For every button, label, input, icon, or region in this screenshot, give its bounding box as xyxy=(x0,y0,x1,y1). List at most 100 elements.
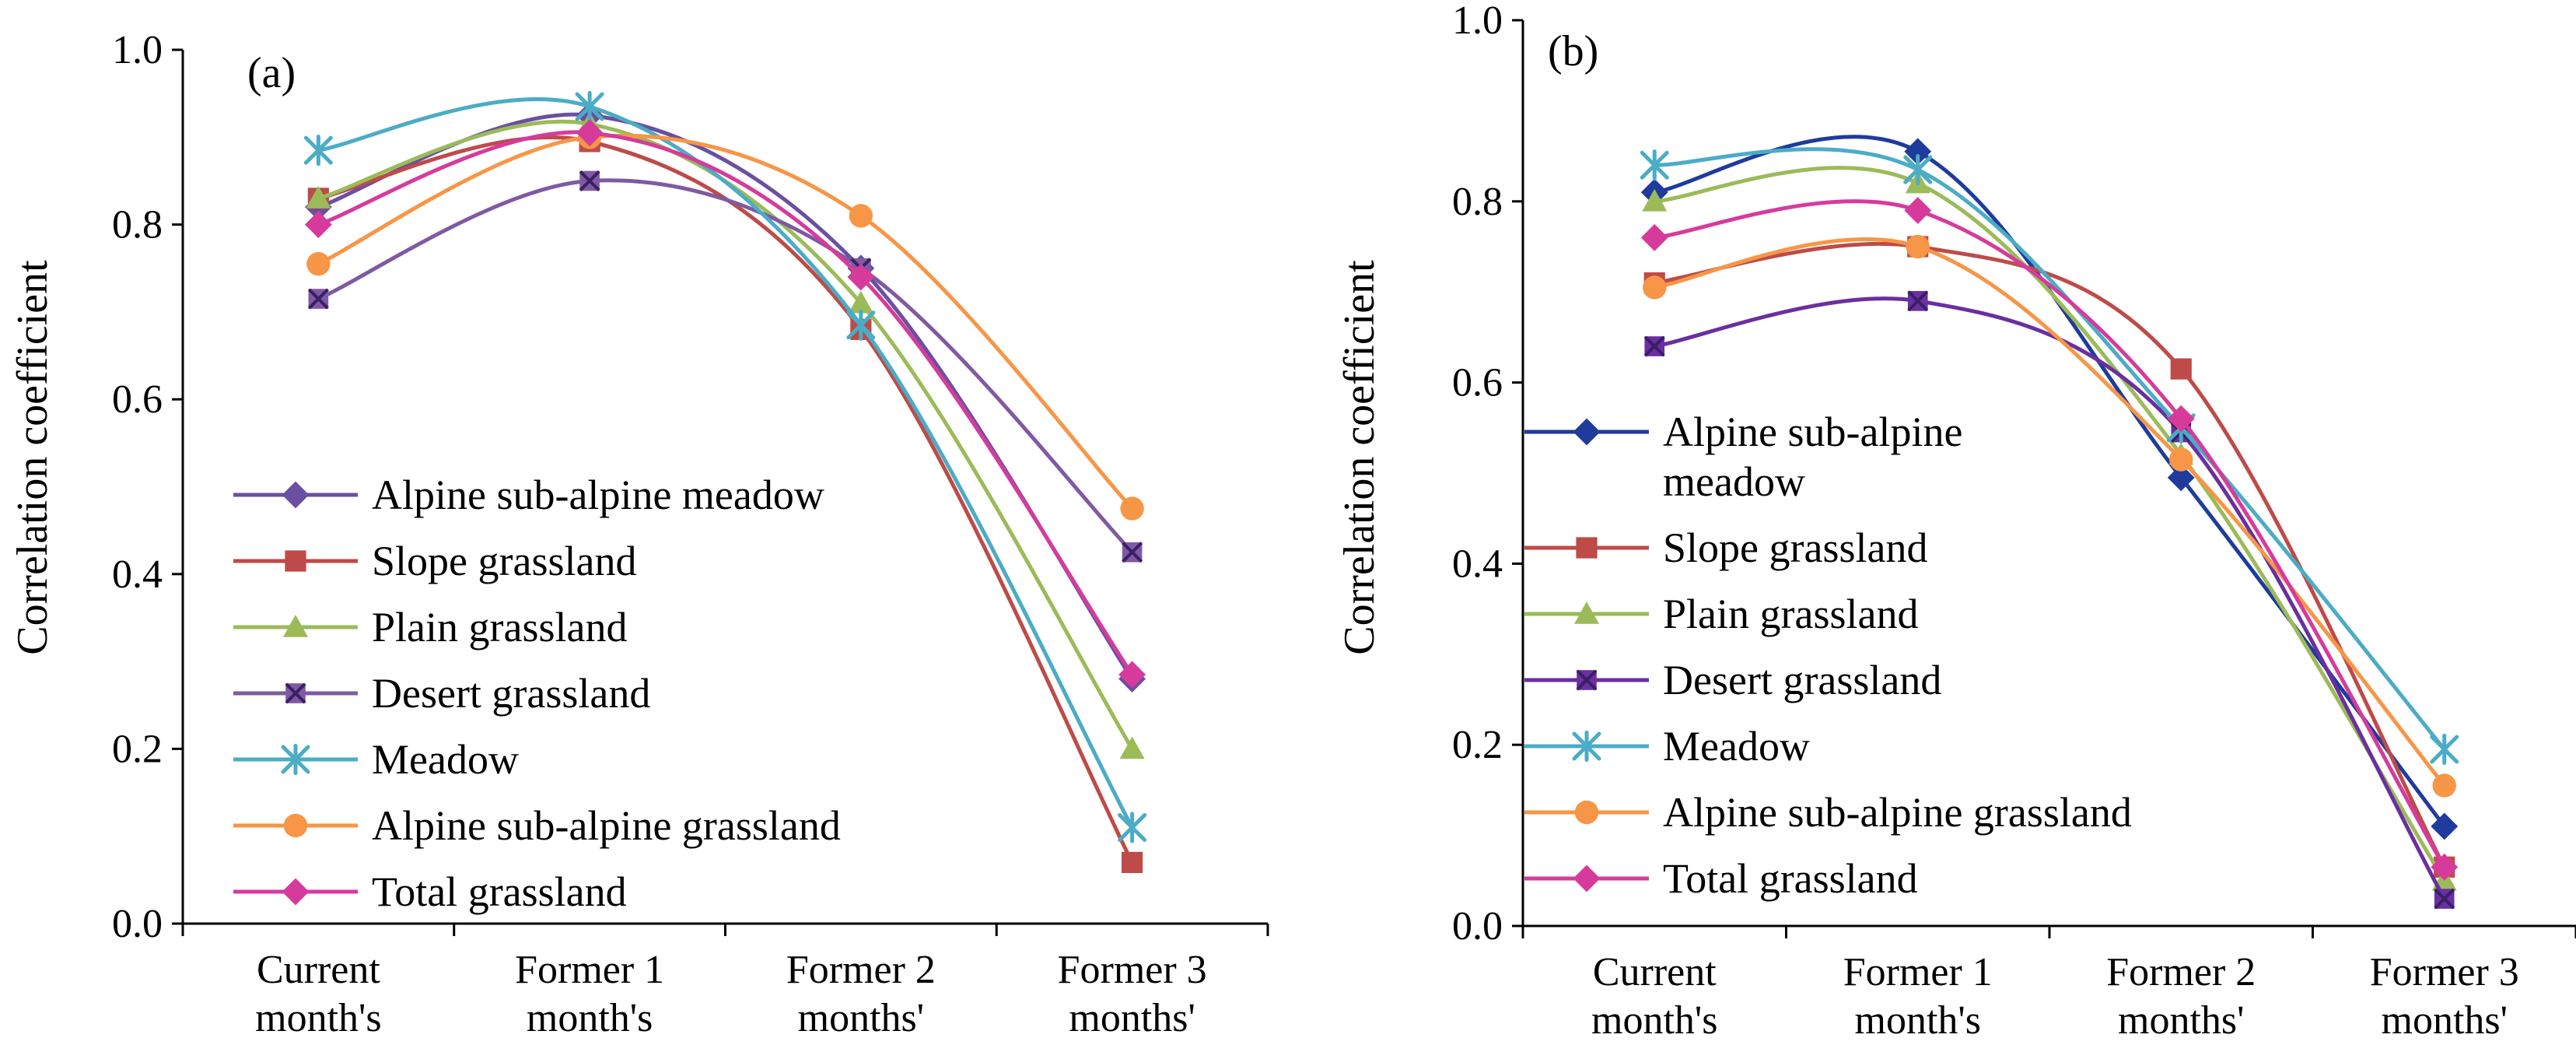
series-line xyxy=(317,97,1134,829)
diamond-marker xyxy=(1118,661,1146,689)
diamond-marker xyxy=(2167,405,2195,433)
y-tick-label: 0.8 xyxy=(1452,180,1503,224)
y-tick-label: 0.2 xyxy=(112,727,163,771)
series-line xyxy=(1654,237,2446,787)
xsquare-marker xyxy=(1122,542,1143,563)
series-plain-grassland xyxy=(306,111,1145,759)
legend-label-line: Alpine sub-alpine grassland xyxy=(1663,789,2132,836)
x-tick-label-line: months' xyxy=(1069,996,1195,1040)
x-tick-label: Former 1 month's xyxy=(1843,950,1993,1043)
square-marker xyxy=(1122,851,1143,873)
circle-marker xyxy=(2432,773,2456,798)
legend: Alpine sub-alpine meadow Slope grassland Pl… xyxy=(1524,409,2132,902)
y-axis-label: Correlation coefficient xyxy=(1335,260,1384,655)
diamond-marker xyxy=(2167,464,2195,492)
legend-item: Desert grassland xyxy=(1524,657,1941,703)
legend-label-line: Meadow xyxy=(1663,723,1810,770)
legend-label: Meadow xyxy=(372,736,519,783)
y-tick-label: 0.0 xyxy=(112,902,163,946)
series-line xyxy=(317,130,1134,676)
triangle-marker xyxy=(306,185,331,209)
asterisk-marker xyxy=(1640,149,1669,181)
xsquare-marker xyxy=(285,682,306,704)
x-tick-label-line: month's xyxy=(1591,998,1718,1043)
legend-label: Slope grassland xyxy=(1663,524,1927,571)
legend-label-line: Slope grassland xyxy=(372,538,636,584)
asterisk-strokes xyxy=(1118,812,1147,843)
series-desert-grassland xyxy=(307,170,1143,563)
legend-item: Slope grassland xyxy=(1524,524,1927,571)
series-total-grassland xyxy=(1640,197,2459,881)
triangle-marker xyxy=(1119,736,1145,759)
xsquare-cross xyxy=(1576,669,1598,691)
series-alpine-sub-alpine-grassland xyxy=(306,125,1144,521)
series-alpine-sub-alpine-meadow xyxy=(1640,135,2459,840)
asterisk-strokes xyxy=(1903,153,1933,186)
x-tick-label-line: Former 3 xyxy=(1058,948,1207,992)
series-line xyxy=(317,119,1134,750)
x-tick-label-line: month's xyxy=(1855,998,1982,1043)
diamond-marker xyxy=(1640,223,1668,251)
legend-item: Alpine sub-alpine meadow xyxy=(1524,409,1962,505)
series-line xyxy=(1654,296,2446,900)
xsquare-marker xyxy=(1643,335,1665,357)
x-tick-label: Former 1 month's xyxy=(515,948,664,1040)
y-tick-label: 1.0 xyxy=(112,28,163,72)
legend-item: Plain grassland xyxy=(233,604,627,650)
legend-label: Desert grassland xyxy=(372,670,650,717)
square-marker xyxy=(1576,537,1598,559)
series-total-grassland xyxy=(304,119,1146,689)
circle-marker xyxy=(1906,234,1930,259)
legend-label: Alpine sub-alpine grassland xyxy=(372,802,841,849)
circle-marker xyxy=(849,204,873,228)
x-tick-label-line: Current xyxy=(257,948,380,992)
legend-label: Alpine sub-alpine grassland xyxy=(1663,789,2132,836)
series-line xyxy=(1654,166,2446,882)
series-line xyxy=(317,133,1134,510)
x-tick-label: Current month's xyxy=(1591,950,1718,1043)
legend-label: Plain grassland xyxy=(372,604,627,650)
xsquare-cross xyxy=(2434,888,2455,910)
x-tick-label-line: months' xyxy=(798,996,925,1040)
y-tick-label: 0.2 xyxy=(1452,723,1503,767)
legend-label: Total grassland xyxy=(372,868,627,915)
legend-label: Meadow xyxy=(1663,723,1810,770)
legend-label-line: Alpine sub-alpine xyxy=(1663,409,1962,455)
x-tick-label-line: Former 1 xyxy=(515,948,664,992)
y-tick-label: 0.4 xyxy=(1452,542,1503,586)
asterisk-marker xyxy=(1572,730,1601,763)
diamond-marker xyxy=(576,119,604,147)
x-tick-label-line: month's xyxy=(527,996,653,1040)
legend-label: Total grassland xyxy=(1663,855,1918,902)
legend-label-line: Alpine sub-alpine meadow xyxy=(372,472,824,518)
legend-label-line: Alpine sub-alpine grassland xyxy=(372,802,841,849)
legend-label-line: Desert grassland xyxy=(1663,657,1941,703)
asterisk-marker xyxy=(303,135,333,167)
diamond-marker xyxy=(2431,812,2459,840)
xsquare-marker xyxy=(1576,669,1598,691)
legend-label-line: Total grassland xyxy=(1663,855,1918,902)
series-line xyxy=(317,178,1134,554)
y-tick-label: 0.6 xyxy=(1452,361,1503,405)
legend-item: Slope grassland xyxy=(233,538,636,584)
xsquare-marker xyxy=(2434,888,2455,910)
triangle-marker xyxy=(848,290,873,314)
series-alpine-sub-alpine-grassland xyxy=(1643,234,2456,798)
asterisk-strokes xyxy=(281,743,310,776)
diamond-marker xyxy=(304,211,332,239)
diamond-marker xyxy=(282,878,310,906)
series-line xyxy=(1654,199,2446,868)
y-axis-label: Correlation coefficient xyxy=(9,260,57,655)
xsquare-cross xyxy=(579,170,600,191)
legend-item: Plain grassland xyxy=(1524,591,1918,637)
legend-item: Alpine sub-alpine grassland xyxy=(233,802,841,849)
legend-item: Alpine sub-alpine meadow xyxy=(233,472,824,518)
xsquare-cross xyxy=(307,288,329,310)
diamond-marker xyxy=(2431,853,2459,881)
legend-label-line: Plain grassland xyxy=(372,604,627,650)
legend-label: Alpine sub-alpine meadow xyxy=(372,472,824,518)
xsquare-cross xyxy=(285,682,306,704)
legend-label: Plain grassland xyxy=(1663,591,1918,637)
